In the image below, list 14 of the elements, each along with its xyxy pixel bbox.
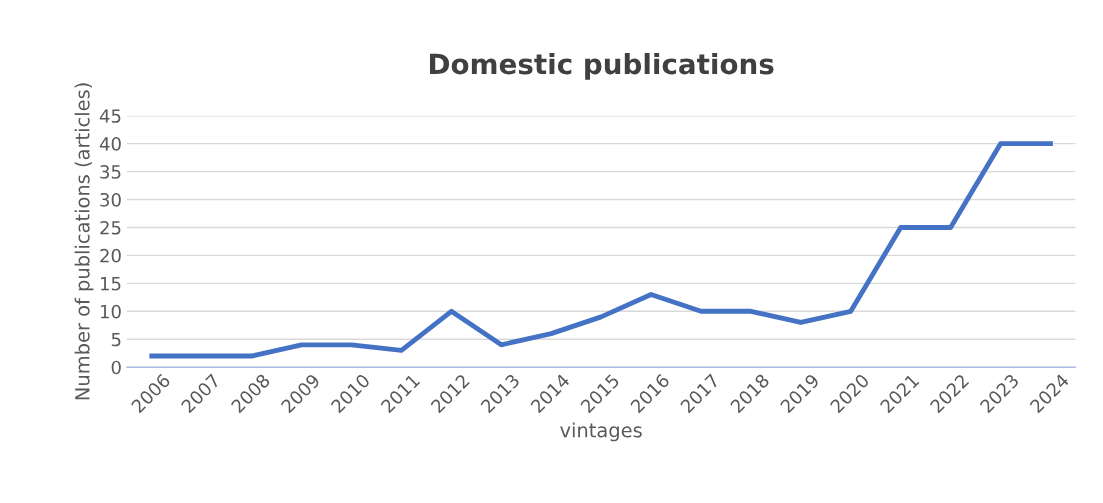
- y-axis-title: Number of publications (articles): [74, 83, 94, 400]
- y-tick-label: 30: [100, 192, 121, 207]
- y-tick-label: 5: [111, 332, 121, 347]
- chart-title: Domestic publications: [429, 52, 774, 80]
- y-tick-label: 0: [111, 360, 121, 375]
- y-tick-label: 20: [100, 248, 121, 263]
- y-tick-label: 15: [100, 277, 121, 291]
- y-tick-label: 10: [100, 304, 121, 319]
- y-tick-label: 40: [99, 137, 121, 151]
- line-series: [149, 141, 1053, 359]
- y-tick-label: 45: [99, 109, 121, 123]
- y-tick-label: 25: [100, 220, 121, 235]
- y-tick-label: 35: [100, 165, 121, 179]
- x-axis-title: vintages: [560, 422, 642, 442]
